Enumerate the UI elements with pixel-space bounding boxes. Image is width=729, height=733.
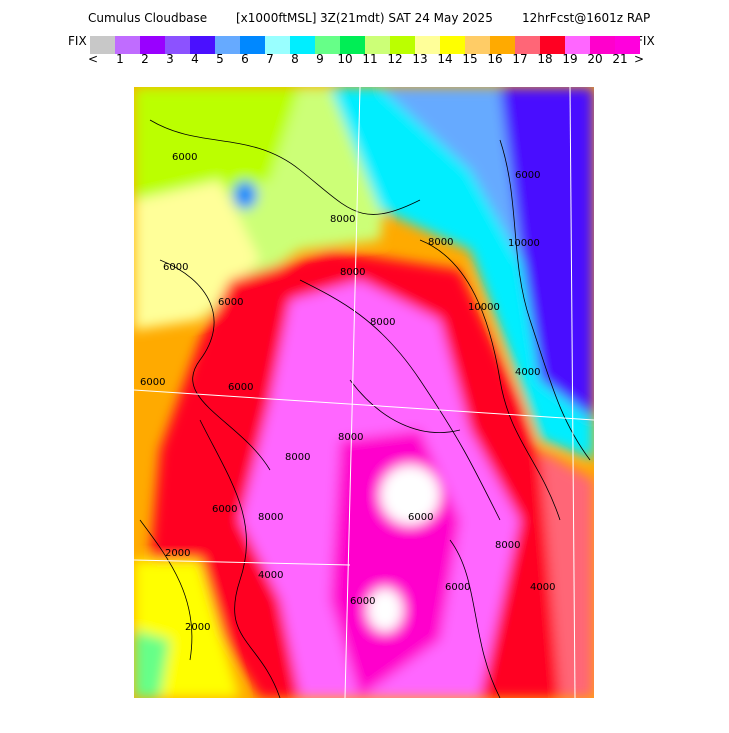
forecast: 12hrFcst@1601z RAP — [522, 11, 650, 25]
color-swatch — [390, 36, 415, 54]
color-swatch — [240, 36, 265, 54]
color-swatch — [565, 36, 590, 54]
colorbar-tick: 6 — [241, 52, 249, 66]
contour-label: 6000 — [212, 504, 237, 515]
contour-label: 6000 — [163, 262, 188, 273]
color-swatch — [115, 36, 140, 54]
colorbar-tick: 5 — [216, 52, 224, 66]
color-swatch — [140, 36, 165, 54]
contour-label: 8000 — [370, 317, 395, 328]
color-swatch — [490, 36, 515, 54]
color-swatch — [515, 36, 540, 54]
colorbar-tick: 11 — [362, 52, 377, 66]
contour-label: 6000 — [218, 297, 243, 308]
fix-left: FIX — [68, 34, 87, 48]
contour-label: 6000 — [350, 596, 375, 607]
color-swatch — [540, 36, 565, 54]
color-swatch — [190, 36, 215, 54]
color-swatch — [415, 36, 440, 54]
colorbar-tick: 10 — [337, 52, 352, 66]
contour-label: 10000 — [508, 238, 540, 249]
color-swatch — [90, 36, 115, 54]
contours — [139, 119, 591, 698]
colorbar-tick: 4 — [191, 52, 199, 66]
colorbar-tick: 7 — [266, 52, 274, 66]
colorbar: 1 2 3 4 5 6 7 8 9 10 11 12 13 14 15 16 17 18 19 20 21 — [90, 36, 640, 66]
colorbar-tick: 19 — [562, 52, 577, 66]
title: Cumulus Cloudbase — [88, 11, 207, 25]
contour-label: 6000 — [515, 170, 540, 181]
colorbar-tick: 16 — [487, 52, 502, 66]
contour-label: 8000 — [340, 267, 365, 278]
contour-label: 2000 — [165, 548, 190, 559]
color-swatch — [215, 36, 240, 54]
color-swatch — [615, 36, 640, 54]
color-swatch — [290, 36, 315, 54]
colorbar-tick: 3 — [166, 52, 174, 66]
fix-right: FIX — [636, 34, 655, 48]
contour-label: 6000 — [140, 377, 165, 388]
contour-label: 8000 — [495, 540, 520, 551]
color-swatch — [340, 36, 365, 54]
contour-label: 6000 — [228, 382, 253, 393]
contour-label: 6000 — [408, 512, 433, 523]
colorbar-tick: 21 — [612, 52, 627, 66]
contour-label: 10000 — [468, 302, 500, 313]
colorbar-tick: 2 — [141, 52, 149, 66]
color-swatch — [265, 36, 290, 54]
contour-label: 4000 — [515, 367, 540, 378]
contour-label: 4000 — [258, 570, 283, 581]
contour-label: 8000 — [258, 512, 283, 523]
color-swatch — [590, 36, 615, 54]
colorbar-tick: 18 — [537, 52, 552, 66]
colorbar-tick: 20 — [587, 52, 602, 66]
upper-arrow: > — [634, 52, 644, 66]
color-swatch — [440, 36, 465, 54]
contour-label: 6000 — [445, 582, 470, 593]
colorbar-tick: 13 — [412, 52, 427, 66]
contour-label: 6000 — [172, 152, 197, 163]
colorbar-tick: 17 — [512, 52, 527, 66]
color-swatch — [365, 36, 390, 54]
colorbar-tick: 8 — [291, 52, 299, 66]
color-swatch — [315, 36, 340, 54]
contour-label: 4000 — [530, 582, 555, 593]
colorbar-tick: 1 — [116, 52, 124, 66]
color-swatch — [165, 36, 190, 54]
contour-labels: 6000 6000 8000 8000 6000 6000 8000 10000 6000 800… — [140, 152, 555, 633]
contour-label: 8000 — [330, 214, 355, 225]
contour-label: 8000 — [428, 237, 453, 248]
colorbar-tick: 14 — [437, 52, 452, 66]
colorbar-tick: 9 — [316, 52, 324, 66]
units: [x1000ftMSL] — [236, 11, 316, 25]
valid-time: 3Z(21mdt) SAT 24 May 2025 — [320, 11, 493, 25]
state-borders — [134, 87, 594, 698]
contour-label: 8000 — [285, 452, 310, 463]
map — [134, 87, 594, 698]
color-swatch — [465, 36, 490, 54]
colorbar-tick: 15 — [462, 52, 477, 66]
contour-label: 2000 — [185, 622, 210, 633]
contour-label: 8000 — [338, 432, 363, 443]
lower-arrow: < — [88, 52, 98, 66]
colorbar-tick: 12 — [387, 52, 402, 66]
